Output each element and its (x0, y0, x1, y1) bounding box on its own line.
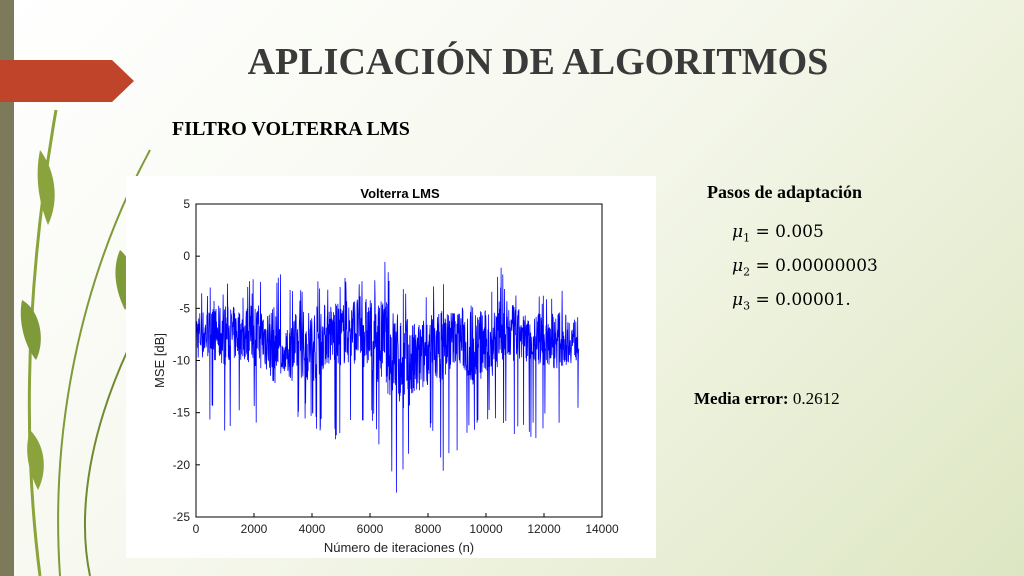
x-axis-label: Número de iteraciones (n) (324, 540, 474, 555)
title-arrow-tab (0, 60, 134, 102)
x-tick-label: 14000 (585, 522, 619, 536)
mu-subscript: 1 (743, 231, 751, 245)
x-tick-label: 6000 (357, 522, 384, 536)
y-tick-label: -10 (173, 354, 191, 368)
mu-symbol: μ (732, 256, 744, 276)
chart-container: Volterra LMS 0 2000 4000 6000 8000 10000 12000… (126, 176, 656, 558)
x-tick-label: 2000 (241, 522, 268, 536)
param-mu2: μ2 = 0.00000003 (732, 256, 878, 278)
page-title: APLICACIÓN DE ALGORITMOS (247, 41, 829, 83)
y-tick-label: -25 (173, 510, 191, 524)
media-error-label: Media error: (694, 389, 789, 408)
x-tick-label: 10000 (469, 522, 503, 536)
ticks-layer: 0 2000 4000 6000 8000 10000 12000 14000 5 0 -5 -10 -… (173, 197, 619, 536)
y-tick-label: -5 (179, 301, 190, 315)
mu-subscript: 3 (743, 299, 751, 313)
chart-title: Volterra LMS (360, 186, 440, 201)
media-error: Media error: 0.2612 (694, 389, 840, 409)
param-value: = 0.00001. (755, 290, 851, 310)
mu-symbol: μ (732, 222, 744, 242)
param-mu3: μ3 = 0.00001. (732, 290, 851, 312)
leaf-icon (20, 300, 41, 360)
x-tick-label: 4000 (299, 522, 326, 536)
y-tick-label: -15 (173, 406, 191, 420)
mu-symbol: μ (732, 290, 744, 310)
vine-stem (57, 149, 151, 576)
leaf-icon (37, 150, 55, 225)
series-layer (195, 261, 580, 493)
param-mu1: μ1 = 0.005 (732, 222, 824, 244)
series-line (195, 261, 580, 493)
x-tick-label: 0 (193, 522, 200, 536)
mu-subscript: 2 (743, 265, 751, 279)
y-tick-label: 5 (183, 197, 190, 211)
x-tick-label: 12000 (527, 522, 561, 536)
left-accent-bar (0, 0, 14, 576)
media-error-value: 0.2612 (792, 389, 840, 408)
params-title: Pasos de adaptación (707, 182, 863, 202)
arrow-tab-shape (0, 60, 134, 102)
x-tick-label: 8000 (415, 522, 442, 536)
y-tick-label: -20 (173, 458, 191, 472)
section-subtitle: FILTRO VOLTERRA LMS (172, 118, 410, 140)
y-axis-label: MSE [dB] (152, 333, 167, 388)
mse-chart: Volterra LMS 0 2000 4000 6000 8000 10000 12000… (152, 186, 619, 555)
y-tick-label: 0 (183, 249, 190, 263)
param-value: = 0.005 (755, 222, 824, 242)
param-value: = 0.00000003 (755, 256, 878, 276)
leaf-icon (27, 430, 44, 490)
